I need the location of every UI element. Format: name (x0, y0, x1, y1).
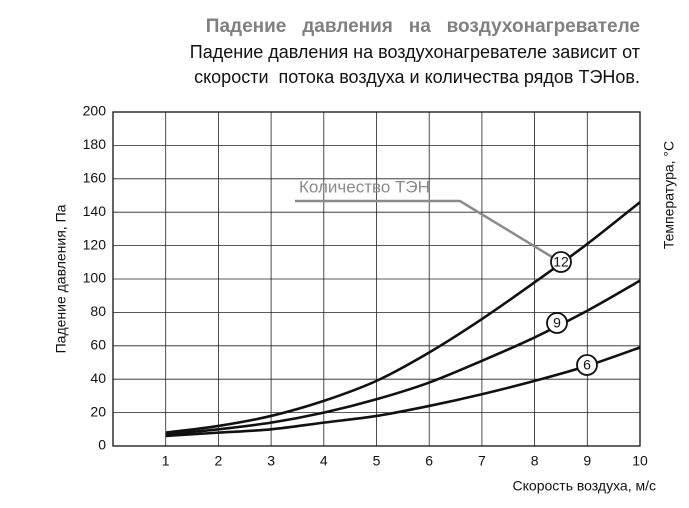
series-label: 12 (553, 254, 569, 270)
y-tick-label: 0 (98, 437, 106, 453)
plot-frame (112, 111, 641, 447)
y-tick-label: 40 (90, 370, 106, 386)
x-tick-label: 10 (632, 453, 648, 469)
x-tick-label: 3 (267, 453, 275, 469)
x-tick-label: 2 (215, 453, 223, 469)
x-tick-label: 4 (320, 453, 328, 469)
annotation-leader (295, 199, 553, 259)
series-label: 6 (583, 357, 591, 373)
y-tick-label: 160 (83, 170, 107, 186)
series-label: 9 (553, 315, 561, 331)
y-tick-label: 140 (83, 203, 107, 219)
series-line (165, 201, 641, 434)
chart-title: Падение давления на воздухонагревателе (206, 16, 640, 37)
x-tick-label: 8 (531, 453, 539, 469)
x-axis-label: Скорость воздуха, м/с (513, 478, 656, 494)
series-line (165, 346, 641, 438)
series-label-circle (546, 312, 568, 334)
y-tick-label: 80 (90, 303, 106, 319)
x-tick-label: 9 (583, 453, 591, 469)
y-tick-label: 120 (83, 236, 107, 252)
y-tick-label: 60 (90, 337, 106, 353)
series-label-circle (550, 251, 572, 273)
x-tick-label: 5 (373, 453, 381, 469)
grid (113, 111, 641, 447)
x-tick-label: 7 (478, 453, 486, 469)
y-tick-label: 100 (83, 270, 107, 286)
y-axis-label: Падение давления, Па (53, 204, 69, 353)
x-tick-label: 6 (425, 453, 433, 469)
y-tick-label: 180 (83, 136, 107, 152)
subtitle: скорости потока воздуха и количества ряд… (194, 67, 640, 87)
x-tick-label: 1 (162, 453, 170, 469)
y2-axis-label: Температура, °C (661, 141, 677, 249)
series-label-circle (576, 354, 598, 376)
y-tick-label: 200 (83, 103, 107, 119)
y-tick-label: 20 (90, 403, 106, 419)
annotation: Количество ТЭН (299, 177, 430, 196)
subtitle: Падение давления на воздухонагревателе з… (190, 42, 640, 62)
